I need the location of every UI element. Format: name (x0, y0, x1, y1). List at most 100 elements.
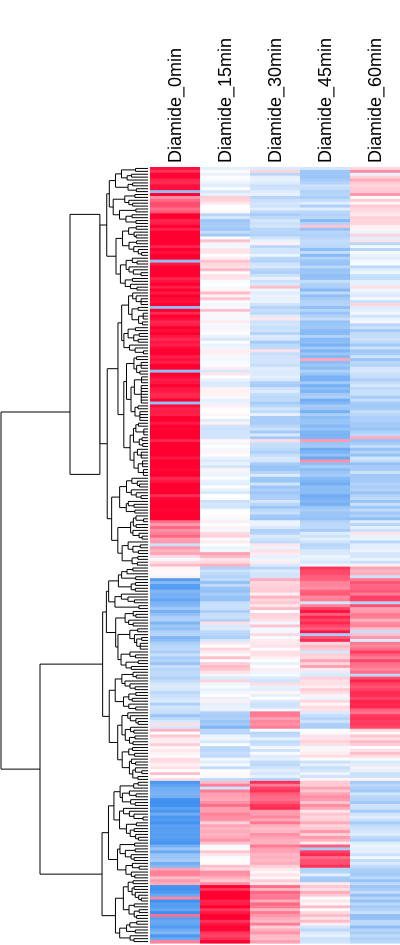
heatmap-cell (200, 885, 250, 889)
heatmap-cell (150, 239, 200, 243)
heatmap-cell (300, 169, 350, 174)
heatmap-cell (350, 389, 400, 394)
heatmap-cell (150, 442, 200, 446)
heatmap-cell (350, 297, 400, 301)
heatmap-cell (300, 184, 350, 188)
heatmap-cell (200, 204, 250, 209)
heatmap-cell (350, 769, 400, 773)
heatmap-cell (250, 401, 300, 406)
heatmap-cell (150, 835, 200, 840)
heatmap-cell (200, 870, 250, 875)
heatmap-cell (300, 734, 350, 739)
heatmap-cell (250, 734, 300, 739)
heatmap-cell (250, 355, 300, 359)
heatmap-cell (150, 789, 200, 794)
heatmap-cell (300, 717, 350, 721)
heatmap-cell (200, 450, 250, 455)
heatmap-cell (200, 488, 250, 492)
heatmap-cell (150, 731, 200, 736)
heatmap-cell (350, 395, 400, 400)
heatmap-cell (350, 517, 400, 521)
heatmap-cell (250, 340, 300, 345)
heatmap-cell (300, 288, 350, 293)
heatmap-cell (300, 366, 350, 371)
heatmap-cell (150, 653, 200, 657)
heatmap-cell (250, 224, 300, 229)
heatmap-cell (350, 227, 400, 232)
heatmap-cell (150, 505, 200, 510)
heatmap-cell (150, 780, 200, 785)
heatmap-cell (350, 656, 400, 660)
heatmap-cell (300, 534, 350, 539)
heatmap-cell (250, 615, 300, 620)
heatmap-cell (350, 537, 400, 542)
heatmap-cell (150, 902, 200, 906)
heatmap-cell (150, 427, 200, 432)
heatmap-cell (200, 224, 250, 229)
heatmap-cell (250, 543, 300, 547)
heatmap-cell (200, 534, 250, 539)
heatmap-cell (300, 879, 350, 883)
column-label-diamide-30min: Diamide_30min (265, 38, 286, 163)
heatmap-cell (200, 462, 250, 466)
heatmap-cell (350, 265, 400, 269)
heatmap-cell (200, 670, 250, 675)
heatmap-cell (150, 190, 200, 194)
heatmap-cell (350, 497, 400, 501)
heatmap-cell (350, 190, 400, 194)
heatmap-cell (300, 896, 350, 901)
heatmap-cell (300, 424, 350, 429)
heatmap-cell (300, 749, 350, 753)
heatmap-cell (300, 876, 350, 880)
heatmap-cell (350, 685, 400, 689)
heatmap-cell (300, 711, 350, 715)
heatmap-cell (250, 708, 300, 712)
heatmap-cell (300, 198, 350, 203)
heatmap-cell (150, 375, 200, 379)
heatmap-cell (150, 534, 200, 539)
heatmap-cell (250, 274, 300, 278)
heatmap-cell (250, 230, 300, 235)
heatmap-cell (150, 326, 200, 330)
heatmap-cell (350, 453, 400, 458)
heatmap-cell (300, 786, 350, 791)
heatmap-cell (200, 751, 250, 756)
heatmap-cell (350, 783, 400, 788)
heatmap-cell (150, 184, 200, 188)
heatmap-cell (150, 300, 200, 304)
heatmap-cell (200, 705, 250, 710)
heatmap-cell (200, 612, 250, 617)
heatmap-cell (350, 242, 400, 246)
heatmap-cell (350, 598, 400, 602)
heatmap-cell (200, 459, 250, 463)
heatmap-cell (300, 818, 350, 822)
heatmap-cell (200, 688, 250, 692)
heatmap-cell (350, 372, 400, 377)
heatmap-cell (300, 392, 350, 397)
heatmap-cell (250, 751, 300, 756)
heatmap-cell (150, 175, 200, 180)
heatmap-cell (250, 337, 300, 342)
heatmap-cell (150, 853, 200, 857)
heatmap-cell (250, 882, 300, 886)
heatmap-cell (350, 505, 400, 510)
heatmap-cell (200, 239, 250, 243)
heatmap-cell (150, 297, 200, 301)
heatmap-cell (250, 641, 300, 646)
heatmap-cell (350, 560, 400, 565)
heatmap-cell (150, 439, 200, 443)
heatmap-cell (350, 644, 400, 649)
heatmap-cell (250, 227, 300, 232)
heatmap-cell (350, 795, 400, 799)
heatmap-cell (250, 213, 300, 217)
heatmap-cell (350, 291, 400, 296)
heatmap-cell (300, 326, 350, 330)
heatmap-cell (300, 922, 350, 927)
heatmap-cell (250, 859, 300, 863)
heatmap-cell (250, 908, 300, 912)
heatmap-cell (350, 691, 400, 695)
heatmap-cell (300, 621, 350, 626)
heatmap-cell (150, 662, 200, 666)
heatmap-cell (350, 534, 400, 539)
heatmap-cell (350, 688, 400, 692)
